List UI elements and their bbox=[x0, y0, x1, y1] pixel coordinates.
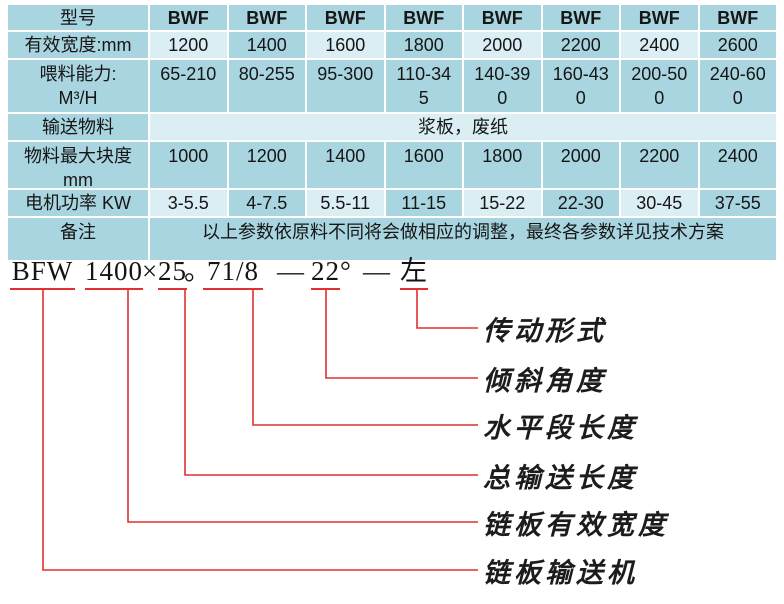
table-cell: 1600 bbox=[307, 32, 384, 58]
table-cell: 160-43 0 bbox=[542, 60, 619, 112]
table-cell: 140-39 0 bbox=[464, 60, 541, 112]
spec-table: 型号 BWF BWF BWF BWF BWF BWF BWF BWF 有效宽度:mm 1200 140… bbox=[8, 5, 776, 260]
formula-segment: × bbox=[142, 256, 159, 286]
diagram-label: 链板输送机 bbox=[483, 557, 638, 589]
row-label: 有效宽度:mm bbox=[8, 32, 148, 58]
row-label: 物料最大块度 mm bbox=[8, 142, 148, 188]
table-cell: 200-50 0 bbox=[621, 60, 698, 112]
diagram-label: 链板有效宽度 bbox=[483, 509, 669, 541]
table-cell: 11-15 bbox=[385, 190, 462, 216]
row-span-value: 以上参数依原料不同将会做相应的调整，最终各参数详见技术方案 bbox=[150, 218, 776, 260]
formula-segment: 。 bbox=[184, 256, 212, 286]
leader-line bbox=[325, 289, 478, 379]
formula-segment: 1400 bbox=[85, 256, 143, 290]
formula-segment: — bbox=[277, 256, 305, 286]
table-cell: 2000 bbox=[542, 142, 619, 188]
formula-segment: — bbox=[363, 256, 391, 286]
table-cell: 2200 bbox=[621, 142, 698, 188]
table-cell: 2200 bbox=[542, 32, 619, 58]
table-cell: 2600 bbox=[699, 32, 776, 58]
table-cell: 22-30 bbox=[542, 190, 619, 216]
table-cell: 240-60 0 bbox=[699, 60, 776, 112]
row-label: 电机功率 KW bbox=[8, 190, 148, 216]
diagram-label: 总输送长度 bbox=[483, 462, 638, 494]
model-formula: BFW 1400 × 25。 71/8—22 ° — 左 bbox=[0, 256, 784, 292]
table-cell: 80-255 bbox=[228, 60, 305, 112]
table-cell: 2400 bbox=[621, 32, 698, 58]
formula-segment: 71/8 bbox=[203, 256, 263, 290]
table-cell: BWF bbox=[228, 5, 305, 30]
table-cell: 37-55 bbox=[699, 190, 776, 216]
table-cell: BWF bbox=[150, 5, 227, 30]
leader-line bbox=[416, 289, 478, 329]
row-label: 喂料能力: M³/H bbox=[8, 60, 148, 112]
table-cell: BWF bbox=[542, 5, 619, 30]
table-cell: 30-45 bbox=[621, 190, 698, 216]
diagram-label: 水平段长度 bbox=[483, 412, 638, 444]
table-cell: 1000 bbox=[150, 142, 227, 188]
row-label: 输送物料 bbox=[8, 114, 148, 140]
table-cell: BWF bbox=[385, 5, 462, 30]
table-cell: 1800 bbox=[385, 32, 462, 58]
row-label: 备注 bbox=[8, 218, 148, 260]
formula-segment: ° bbox=[340, 256, 352, 286]
table-cell: BWF bbox=[464, 5, 541, 30]
table-cell: 1400 bbox=[307, 142, 384, 188]
table-cell: 95-300 bbox=[307, 60, 384, 112]
row-label: 型号 bbox=[8, 5, 148, 30]
leader-line bbox=[127, 289, 478, 523]
leader-line bbox=[42, 289, 478, 571]
leader-line bbox=[184, 289, 478, 476]
table-cell: 1600 bbox=[385, 142, 462, 188]
table-cell: 4-7.5 bbox=[228, 190, 305, 216]
formula-segment: 左 bbox=[400, 256, 428, 290]
table-cell: BWF bbox=[621, 5, 698, 30]
row-span-value: 浆板，废纸 bbox=[150, 114, 776, 140]
table-cell: 3-5.5 bbox=[150, 190, 227, 216]
table-cell: 2400 bbox=[699, 142, 776, 188]
diagram-label: 倾斜角度 bbox=[483, 365, 607, 397]
diagram-label: 传动形式 bbox=[483, 315, 607, 347]
table-cell: BWF bbox=[699, 5, 776, 30]
table-cell: 1200 bbox=[150, 32, 227, 58]
leader-line bbox=[252, 289, 478, 426]
table-cell: 1800 bbox=[464, 142, 541, 188]
table-cell: 1400 bbox=[228, 32, 305, 58]
table-cell: 65-210 bbox=[150, 60, 227, 112]
table-cell: 15-22 bbox=[464, 190, 541, 216]
table-cell: 5.5-11 bbox=[307, 190, 384, 216]
leader-lines bbox=[42, 289, 478, 571]
table-cell: 2000 bbox=[464, 32, 541, 58]
table-cell: 1200 bbox=[228, 142, 305, 188]
table-cell: BWF bbox=[307, 5, 384, 30]
formula-segment: 25 bbox=[158, 256, 187, 290]
table-cell: 110-34 5 bbox=[385, 60, 462, 112]
